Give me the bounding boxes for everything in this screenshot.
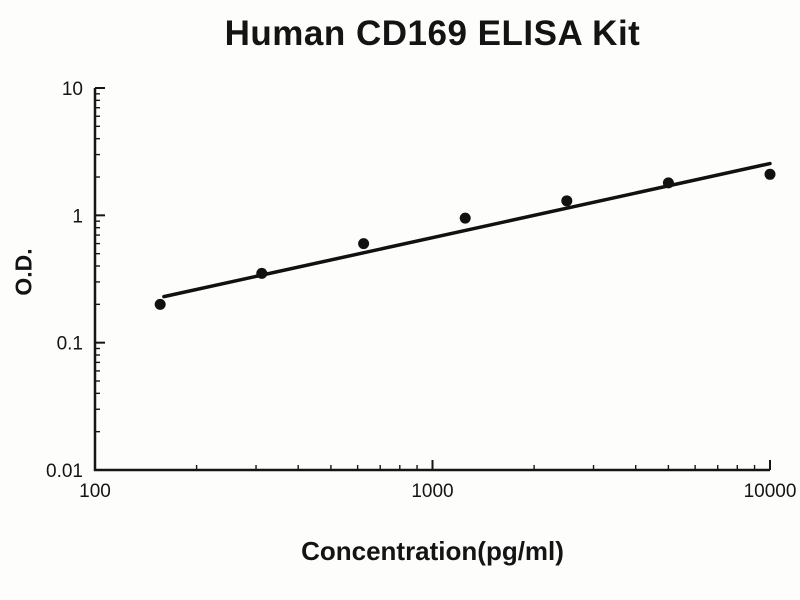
x-tick-label: 10000 bbox=[744, 481, 797, 502]
data-point bbox=[154, 298, 166, 310]
data-point bbox=[764, 168, 776, 180]
data-point bbox=[561, 195, 573, 207]
x-axis-label: Concentration(pg/ml) bbox=[301, 536, 564, 566]
y-tick-label: 1 bbox=[72, 206, 83, 227]
y-tick-label: 0.1 bbox=[57, 334, 83, 355]
data-point bbox=[358, 238, 370, 250]
y-tick-label: 0.01 bbox=[46, 461, 83, 482]
y-tick-label: 10 bbox=[62, 79, 83, 100]
chart-title: Human CD169 ELISA Kit bbox=[224, 14, 641, 53]
x-tick-label: 100 bbox=[79, 481, 111, 502]
axes-frame bbox=[93, 88, 770, 472]
data-point bbox=[662, 177, 674, 189]
data-point bbox=[459, 212, 471, 224]
x-tick-label: 1000 bbox=[411, 481, 453, 502]
data-point bbox=[256, 267, 268, 279]
trend-line bbox=[162, 161, 772, 299]
